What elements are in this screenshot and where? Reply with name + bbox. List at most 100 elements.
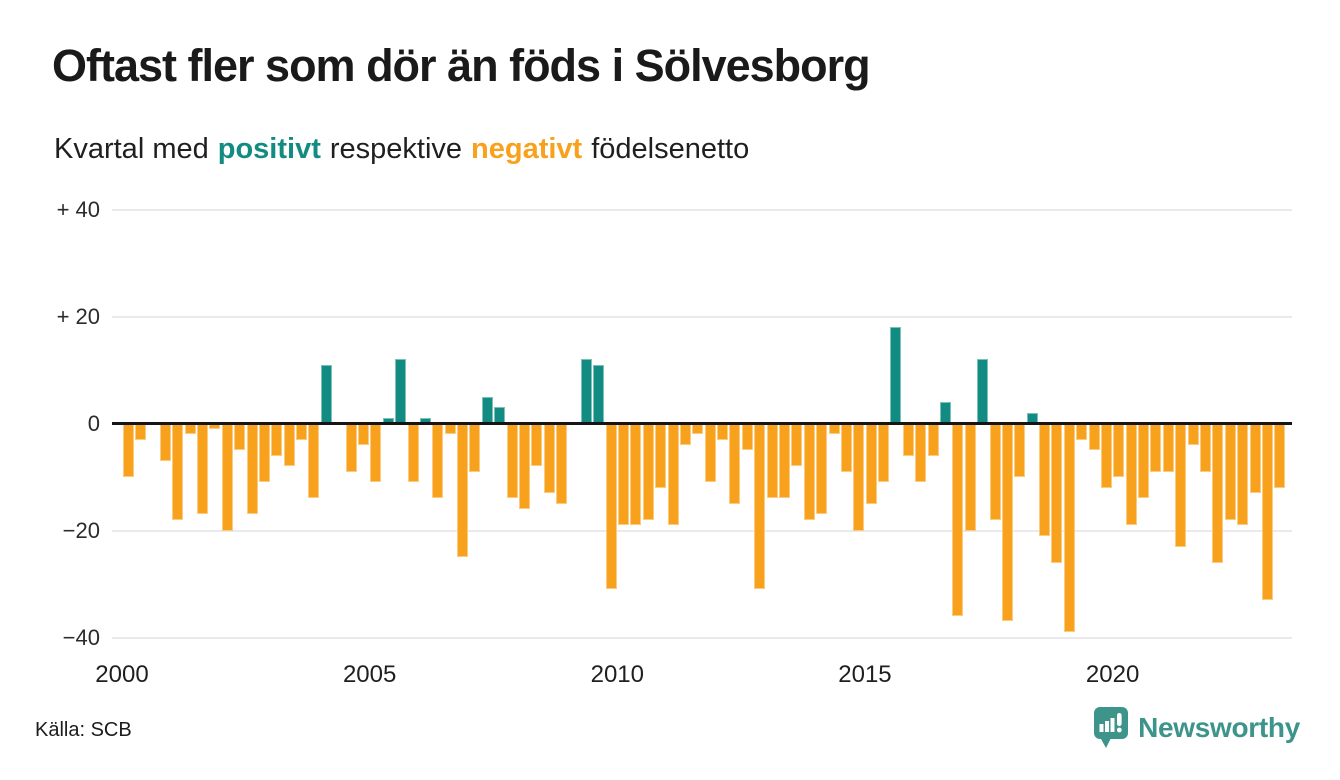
bar-2004-Q4 <box>357 423 369 445</box>
subtitle-positive-word: positivt <box>217 133 321 165</box>
bar-2013-Q2 <box>778 423 790 499</box>
bar-2020-Q4 <box>1150 423 1162 472</box>
bar-2011-Q1 <box>667 423 679 526</box>
bar-2019-Q4 <box>1100 423 1112 488</box>
newsworthy-logo[interactable]: Newsworthy <box>1093 706 1300 750</box>
subtitle-prefix: Kvartal med <box>54 133 209 165</box>
subtitle: Kvartal med positivt respektive negativt föd… <box>54 133 749 166</box>
bar-2017-Q3 <box>989 423 1001 520</box>
bar-2017-Q1 <box>964 423 976 531</box>
bar-2020-Q2 <box>1125 423 1137 526</box>
y-tick-label: 0 <box>87 410 100 436</box>
mini-bar-chart-glyph <box>1099 713 1122 733</box>
bar-2018-Q4 <box>1051 423 1063 563</box>
x-tick-label-2020: 2020 <box>1085 661 1140 688</box>
bar-2014-Q4 <box>853 423 865 531</box>
bar-2016-Q2 <box>927 423 939 456</box>
bar-2009-Q2 <box>580 359 592 424</box>
bar-2005-Q3 <box>395 359 407 424</box>
bar-2012-Q2 <box>729 423 741 504</box>
bar-2020-Q3 <box>1138 423 1150 499</box>
bar-2001-Q3 <box>196 423 208 515</box>
bar-2001-Q2 <box>184 423 196 435</box>
bar-2009-Q3 <box>593 364 605 424</box>
bar-2008-Q4 <box>556 423 568 504</box>
y-tick-label: + 40 <box>56 196 100 222</box>
bar-2011-Q4 <box>704 423 716 483</box>
bar-2020-Q1 <box>1113 423 1125 477</box>
bar-2021-Q2 <box>1175 423 1187 547</box>
zero-axis-line <box>112 422 1292 425</box>
bar-2010-Q1 <box>618 423 629 526</box>
newsworthy-logo-icon <box>1094 707 1129 748</box>
bar-2014-Q3 <box>840 423 852 472</box>
page-title: Oftast fler som dör än föds i Sölvesborg <box>52 40 871 91</box>
bar-2011-Q3 <box>692 423 704 435</box>
bar-2003-Q4 <box>308 423 320 499</box>
subtitle-negative-word: negativt <box>471 133 583 165</box>
bar-2000-Q4 <box>159 423 171 461</box>
bar-2006-Q3 <box>444 423 456 435</box>
bar-2002-Q4 <box>258 423 270 483</box>
bar-2019-Q1 <box>1063 423 1075 633</box>
bar-2017-Q4 <box>1001 423 1013 622</box>
bar-2021-Q3 <box>1187 423 1199 445</box>
bar-2007-Q3 <box>494 407 506 424</box>
bar-2009-Q4 <box>605 423 617 590</box>
bar-2003-Q1 <box>271 423 283 456</box>
bar-2022-Q1 <box>1212 423 1224 563</box>
bar-2022-Q4 <box>1249 423 1261 494</box>
x-tick-label-2010: 2010 <box>590 661 644 688</box>
bar-2013-Q1 <box>766 423 778 499</box>
bar-2006-Q2 <box>432 423 444 499</box>
bar-2001-Q1 <box>172 423 184 520</box>
bar-2004-Q1 <box>320 364 332 424</box>
bar-2004-Q3 <box>345 423 357 472</box>
gridline--20 <box>112 529 1292 532</box>
bar-2002-Q3 <box>246 423 258 515</box>
gridline-40 <box>112 208 1292 211</box>
bar-2002-Q1 <box>221 423 233 531</box>
bar-2016-Q3 <box>939 402 951 424</box>
bar-2005-Q4 <box>407 423 419 483</box>
bar-2013-Q4 <box>803 423 815 520</box>
subtitle-middle: respektive <box>329 133 463 165</box>
bar-2018-Q1 <box>1014 423 1026 477</box>
x-tick-label-2000: 2000 <box>95 661 149 688</box>
bar-2022-Q3 <box>1237 423 1249 526</box>
gridline-20 <box>112 315 1292 318</box>
bar-2010-Q4 <box>655 423 667 488</box>
bar-2014-Q1 <box>816 423 828 515</box>
bar-2017-Q2 <box>977 359 989 424</box>
bar-2018-Q3 <box>1039 423 1051 536</box>
y-tick-label: −40 <box>62 624 100 650</box>
bar-2010-Q3 <box>642 423 654 520</box>
bar-2019-Q3 <box>1088 423 1100 451</box>
bar-2015-Q3 <box>890 327 902 424</box>
bar-2011-Q2 <box>679 423 691 445</box>
bar-2022-Q2 <box>1224 423 1236 520</box>
x-tick-label-2015: 2015 <box>838 661 892 688</box>
source-note: Källa: SCB <box>35 719 132 741</box>
x-tick-label-2005: 2005 <box>342 661 397 688</box>
bar-2000-Q2 <box>135 423 147 440</box>
bar-2002-Q2 <box>234 423 246 451</box>
bar-2019-Q2 <box>1076 423 1088 440</box>
bar-2021-Q4 <box>1200 423 1211 472</box>
bar-2021-Q1 <box>1162 423 1174 472</box>
bar-2003-Q2 <box>283 423 295 467</box>
bar-2008-Q2 <box>531 423 543 467</box>
bar-2008-Q3 <box>543 423 555 494</box>
newsworthy-logo-text: Newsworthy <box>1138 712 1300 743</box>
bar-2012-Q4 <box>754 423 766 590</box>
bar-2023-Q1 <box>1261 423 1273 601</box>
y-tick-label: −20 <box>62 517 100 543</box>
bar-2008-Q1 <box>518 423 530 510</box>
bar-2007-Q1 <box>469 423 481 472</box>
bar-2023-Q2 <box>1274 423 1286 488</box>
bar-2016-Q4 <box>952 423 964 617</box>
bar-2015-Q2 <box>878 423 890 483</box>
bar-2006-Q4 <box>457 423 469 558</box>
bar-2007-Q2 <box>481 396 493 424</box>
bar-2003-Q3 <box>296 423 308 440</box>
